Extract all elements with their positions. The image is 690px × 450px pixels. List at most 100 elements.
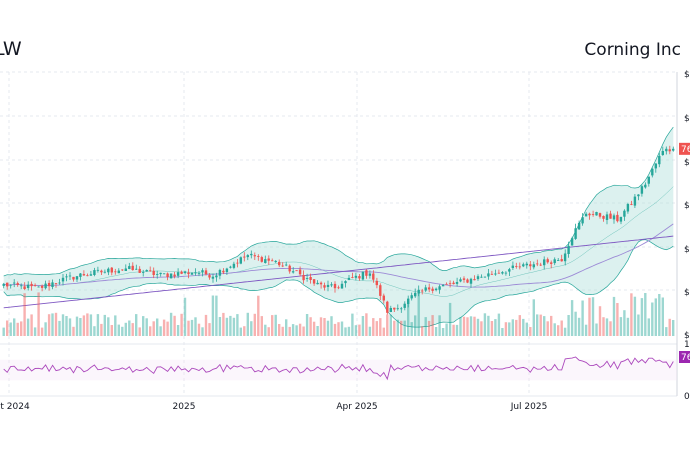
volume-bar (344, 327, 347, 336)
candle-body (612, 215, 616, 220)
candle-body (253, 255, 256, 257)
volume-bar (229, 315, 232, 336)
candle-body (379, 285, 382, 296)
volume-bar (494, 319, 497, 336)
candle-body (595, 212, 598, 216)
volume-bar (644, 293, 647, 336)
time-axis-label: Apr 2025 (336, 402, 377, 412)
candle-body (96, 269, 100, 271)
price-axis-label: $ (684, 201, 690, 211)
candle-body (570, 238, 574, 246)
candle-body (302, 275, 305, 281)
candle-body (176, 272, 180, 276)
volume-bar (302, 326, 305, 336)
candle-body (47, 283, 51, 287)
volume-bar (117, 324, 120, 336)
candle-body (229, 266, 232, 268)
volume-bar (630, 293, 633, 336)
volume-bar (257, 295, 260, 336)
volume-bar (414, 315, 417, 336)
candle-body (58, 282, 61, 284)
candle-body (466, 279, 469, 283)
volume-bar (448, 302, 452, 336)
candle-body (501, 272, 504, 274)
volume-bar (145, 318, 148, 336)
candle-body (128, 266, 131, 269)
volume-bar (152, 321, 155, 336)
volume-bar (6, 320, 9, 336)
candle-body (264, 259, 267, 263)
candle-body (560, 259, 563, 262)
candle-body (82, 274, 86, 276)
volume-bar (386, 314, 389, 336)
volume-bar (9, 322, 12, 336)
candle-body (288, 265, 291, 272)
candle-body (605, 214, 609, 220)
volume-bar (236, 314, 239, 336)
volume-bar (267, 327, 270, 336)
candle-body (103, 271, 106, 273)
volume-bar (239, 327, 242, 336)
volume-bar (208, 323, 211, 336)
candle-body (169, 273, 173, 279)
candle-body (441, 285, 445, 287)
volume-bar (16, 322, 19, 336)
volume-bar (640, 298, 644, 336)
price-axis-label: $ (684, 288, 690, 298)
volume-bar (271, 315, 274, 336)
candle-body (260, 257, 263, 262)
candle-body (232, 263, 236, 268)
candle-body (476, 276, 480, 280)
volume-bar (532, 299, 535, 336)
candle-body (267, 258, 270, 261)
volume-bar (623, 310, 626, 336)
candle-body (75, 276, 79, 280)
volume-bar (469, 316, 473, 336)
candle-body (23, 286, 26, 289)
volume-bar (138, 327, 141, 336)
volume-bar (612, 296, 616, 336)
candle-body (661, 151, 664, 155)
volume-bar (661, 297, 664, 336)
rsi-badge (679, 351, 690, 363)
candle-body (194, 272, 197, 274)
volume-bar (483, 313, 487, 336)
candle-body (393, 307, 396, 310)
candle-body (462, 278, 466, 280)
candle-body (407, 298, 410, 304)
company-name: Corning Inc (584, 40, 681, 60)
candle-body (358, 276, 361, 279)
volume-bar (396, 319, 399, 336)
candle-body (337, 287, 340, 289)
volume-bar (351, 313, 354, 336)
volume-bar (368, 326, 372, 336)
candle-body (173, 274, 176, 277)
volume-bar (504, 322, 508, 336)
volume-bar (13, 318, 16, 336)
candle-body (494, 273, 497, 275)
volume-bar (93, 326, 96, 336)
candle-body (557, 260, 560, 261)
candle-body (26, 284, 30, 288)
time-axis-label: 2025 (173, 402, 196, 412)
volume-bar (176, 325, 180, 336)
candle-body (532, 264, 535, 268)
candle-body (480, 276, 483, 278)
volume-bar (20, 321, 23, 336)
candle-body (431, 288, 434, 291)
volume-bar (563, 327, 567, 336)
candle-body (40, 285, 44, 288)
volume-bar (107, 317, 110, 336)
moving-average-200 (3, 235, 674, 309)
candle-body (257, 256, 260, 257)
candle-body (588, 213, 591, 216)
volume-bar (211, 295, 215, 336)
volume-bar (333, 323, 337, 336)
candle-body (201, 270, 204, 273)
candle-body (536, 263, 539, 265)
volume-bar (260, 316, 263, 336)
candle-body (271, 260, 274, 262)
volume-bar (546, 321, 549, 336)
volume-bar (149, 326, 152, 336)
candle-body (225, 268, 229, 272)
